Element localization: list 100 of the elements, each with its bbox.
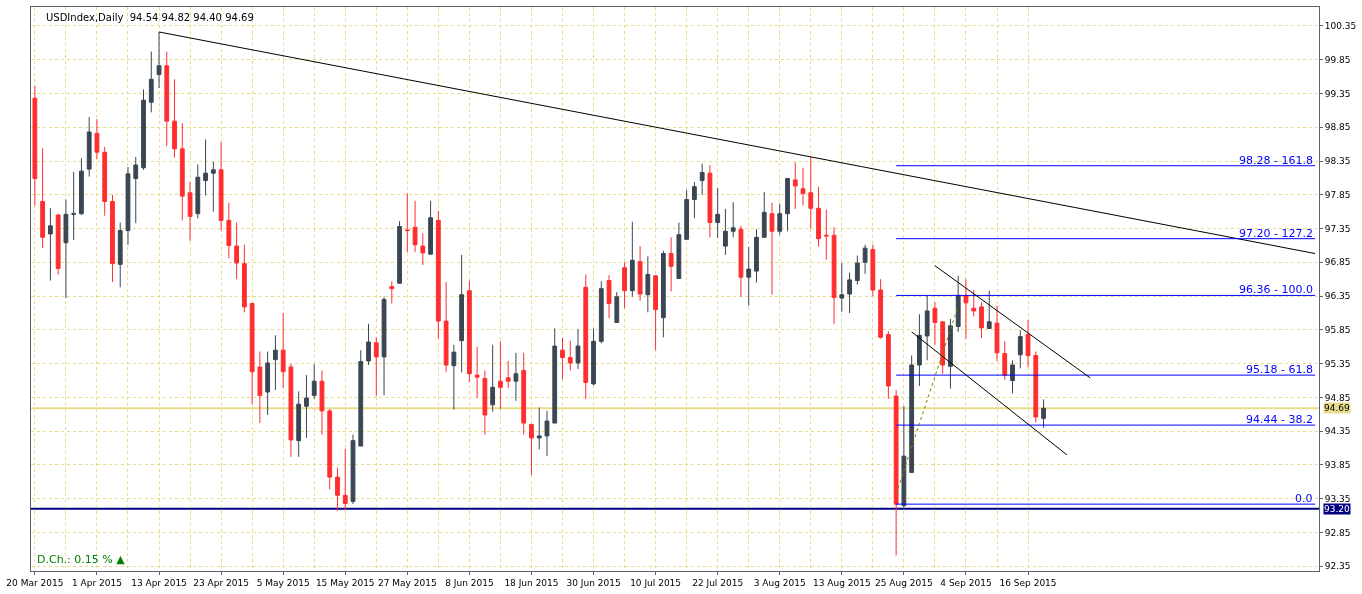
- candlestick: [800, 167, 806, 207]
- candlestick: [451, 344, 457, 411]
- x-tick-label: 3 Aug 2015: [753, 577, 806, 588]
- candlestick: [148, 51, 154, 113]
- candlestick: [498, 340, 503, 410]
- candlestick: [932, 301, 938, 346]
- candlestick: [319, 369, 325, 436]
- candlestick: [32, 85, 38, 207]
- x-tick-label: 13 Aug 2015: [812, 577, 871, 588]
- candlestick: [327, 408, 333, 490]
- candlestick: [885, 330, 891, 400]
- candlestick: [955, 275, 961, 333]
- candlestick: [311, 363, 317, 400]
- candlestick: [428, 200, 433, 255]
- candlestick: [389, 280, 395, 305]
- candlestick: [614, 291, 620, 323]
- series-label: 96.36 - 100.0: [1239, 283, 1313, 296]
- candlestick: [195, 163, 201, 219]
- candlestick: [133, 156, 139, 224]
- candlestick: [1041, 398, 1046, 429]
- candlestick: [808, 156, 814, 230]
- candlestick: [1010, 359, 1015, 394]
- candlestick: [536, 407, 542, 450]
- candlestick: [1033, 350, 1039, 423]
- x-tick-label: 23 Apr 2015: [193, 577, 249, 588]
- candlestick: [342, 448, 348, 511]
- candlestick: [210, 161, 216, 213]
- candlestick: [777, 203, 783, 236]
- candlestick: [435, 210, 441, 340]
- candlestick: [404, 192, 410, 253]
- candlestick: [420, 232, 426, 266]
- candlestick: [785, 177, 790, 232]
- candlestick: [443, 281, 449, 373]
- candlestick: [816, 186, 821, 248]
- candlestick: [792, 161, 798, 210]
- candlestick: [645, 255, 651, 313]
- series-label: 94.44 - 38.2: [1246, 413, 1313, 426]
- text: USDIndex,Daily 94.54 94.82 94.40 94.69: [46, 12, 254, 23]
- series-label: 97.20 - 127.2: [1239, 227, 1313, 240]
- candlestick: [172, 78, 177, 159]
- candlestick: [156, 31, 162, 89]
- candlestick: [273, 334, 278, 391]
- candlestick: [117, 221, 123, 288]
- candlestick: [699, 163, 705, 196]
- candlestick: [187, 181, 193, 242]
- candlestick: [71, 171, 77, 241]
- candlestick: [676, 221, 682, 280]
- candlestick: [373, 336, 379, 397]
- x-tick-label: 4 Sep 2015: [940, 577, 992, 588]
- candlestick: [963, 278, 969, 340]
- candlestick: [738, 225, 744, 298]
- candlestick: [746, 246, 752, 307]
- candlestick: [335, 467, 340, 512]
- candlestick: [847, 271, 852, 314]
- candlestick: [986, 290, 992, 330]
- candlestick: [86, 116, 92, 178]
- y-tick-label: 92.85: [1324, 527, 1351, 538]
- candlestick: [723, 208, 728, 256]
- candlestick: [1025, 319, 1031, 368]
- candlestick: [591, 328, 596, 386]
- x-tick-label: 15 May 2015: [315, 577, 375, 588]
- x-tick-label: 13 Apr 2015: [131, 577, 187, 588]
- candlestick: [660, 250, 666, 338]
- candlestick: [715, 187, 721, 239]
- candlestick: [761, 191, 767, 238]
- candlestick: [521, 352, 527, 436]
- candlestick: [769, 202, 775, 296]
- candlestick: [622, 261, 627, 309]
- candlestick: [839, 262, 845, 313]
- x-tick-label: 16 Sep 2015: [999, 577, 1057, 588]
- candlestick: [490, 344, 496, 413]
- candlestick: [994, 305, 1000, 362]
- candlestick: [692, 181, 697, 219]
- candlestick: [125, 166, 131, 246]
- candlestick: [979, 301, 984, 339]
- ref-line-label: 93.20: [1324, 504, 1351, 514]
- candlestick: [583, 273, 589, 400]
- series-label: 95.18 - 61.8: [1246, 363, 1313, 376]
- candlestick: [637, 245, 643, 302]
- candlestick: [544, 410, 550, 457]
- candlestick: [924, 295, 930, 361]
- candlestick: [862, 244, 868, 275]
- ref-line-label: 94.69: [1324, 403, 1351, 413]
- y-tick-label: 99.35: [1324, 88, 1351, 99]
- candlestick: [940, 321, 946, 375]
- candlestick: [358, 349, 364, 447]
- x-tick-label: 27 May 2015: [377, 577, 437, 588]
- y-tick-label: 99.85: [1324, 54, 1351, 65]
- candlestick: [878, 278, 884, 340]
- candlestick: [226, 202, 232, 259]
- annotation: D.Ch.: 0.15 % ▲: [37, 553, 126, 566]
- candlestick: [971, 289, 977, 317]
- candlestick: [668, 236, 674, 292]
- x-tick-label: 10 Jul 2015: [630, 577, 682, 588]
- candlestick: [1017, 329, 1023, 369]
- candlestick: [598, 280, 604, 344]
- x-tick-label: 22 Jul 2015: [692, 577, 744, 588]
- y-tick-label: 92.35: [1324, 561, 1351, 572]
- y-tick-label: 95.35: [1324, 358, 1351, 369]
- series-label: 98.28 - 161.8: [1239, 154, 1313, 167]
